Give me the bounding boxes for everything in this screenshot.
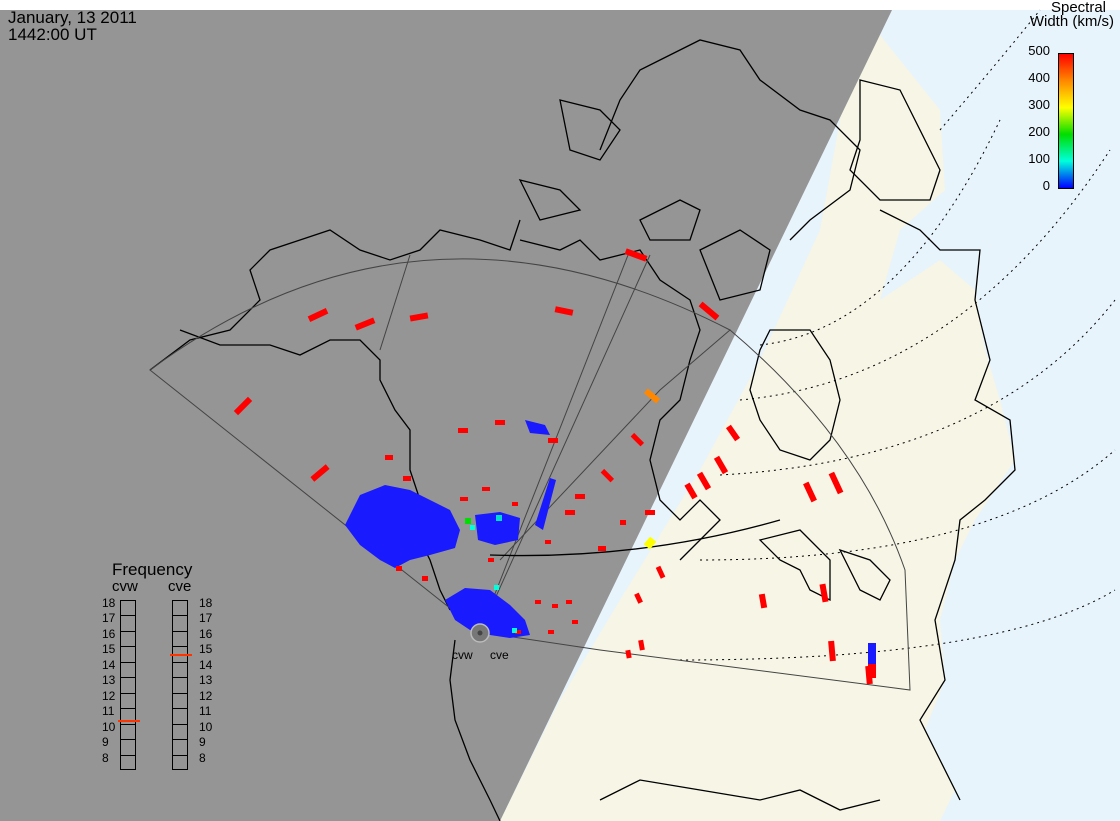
scatter-low-width [345, 420, 876, 665]
frequency-grid-line [173, 646, 187, 648]
radar-site-center [477, 630, 483, 636]
frequency-grid-line [173, 708, 187, 710]
frequency-grid-line [121, 723, 135, 725]
frequency-grid-line [173, 630, 187, 632]
colorbar-tick-label: 300 [1028, 97, 1050, 112]
frequency-scale-label: 14 [102, 657, 116, 672]
frequency-scale-label: 18 [102, 596, 116, 610]
inner-boundary-arc [489, 519, 781, 557]
frequency-grid-line [173, 754, 187, 756]
latitude-grid [679, 9, 1116, 661]
colorbar-tick-label: 500 [1028, 43, 1050, 58]
frequency-scale-label: 16 [199, 626, 213, 641]
radar-label-east: cve [490, 648, 509, 662]
frequency-grid-line [173, 677, 187, 679]
frequency-scale-label: 9 [102, 735, 109, 750]
colorbar-tick-label: 100 [1028, 151, 1050, 166]
top-strip [0, 0, 1120, 10]
frequency-scale-label: 8 [102, 750, 109, 765]
frequency-scale-label: 16 [102, 626, 116, 641]
night-side [0, 10, 892, 821]
frequency-scale-label: 12 [199, 688, 213, 703]
radar-label-west: cvw [452, 648, 473, 662]
frequency-grid-line [173, 723, 187, 725]
frequency-scale-label: 9 [199, 735, 206, 750]
frequency-grid-line [121, 692, 135, 694]
frequency-grid-line [121, 677, 135, 679]
frequency-indicator-cvw [118, 720, 140, 722]
frequency-grid-line [121, 754, 135, 756]
frequency-scale-label: 12 [102, 688, 116, 703]
scatter-high-width [233, 248, 873, 685]
frequency-column-cve [170, 600, 192, 770]
frequency-column-cvw [118, 600, 140, 770]
spectral-width-colorbar [1058, 53, 1074, 189]
frequency-scale-label: 10 [102, 719, 116, 734]
frequency-grid-line [173, 692, 187, 694]
frequency-label-cvw: cvw [112, 578, 138, 595]
frequency-grid-line [121, 661, 135, 663]
frequency-grid-line [173, 615, 187, 617]
frequency-scale-label: 8 [199, 750, 206, 765]
frequency-scale-label: 13 [102, 673, 116, 688]
colorbar-tick-label: 200 [1028, 124, 1050, 139]
frequency-scale-label: 18 [199, 596, 213, 610]
frequency-label-cve: cve [168, 578, 192, 595]
frequency-scale-label: 13 [199, 673, 213, 688]
scatter-mid-width [465, 388, 876, 678]
time-label: 1442:00 UT [8, 25, 97, 44]
frequency-scale-label: 11 [102, 704, 115, 719]
frequency-scale-label: 15 [102, 642, 116, 657]
date-label: January, 13 2011 [8, 8, 137, 27]
coastlines [149, 39, 1016, 821]
frequency-grid-line [173, 661, 187, 663]
colorbar-tick-label: 0 [1042, 178, 1050, 193]
frequency-scale-label: 15 [199, 642, 213, 657]
frequency-scale-label: 17 [199, 611, 213, 626]
frequency-scale-label: 11 [199, 704, 212, 719]
frequency-title: Frequency [112, 560, 193, 579]
frequency-grid-line [121, 739, 135, 741]
legend-title-line2: Width (km/s) [1029, 13, 1114, 30]
frequency-grid-line [173, 739, 187, 741]
frequency-scale-label: 17 [102, 611, 116, 626]
colorbar-tick-label: 400 [1028, 70, 1050, 85]
frequency-indicator-cve [170, 653, 192, 656]
frequency-scale-label: 10 [199, 719, 213, 734]
legend-title-line1: Spectral [1050, 0, 1106, 16]
frequency-grid-line [121, 630, 135, 632]
frequency-grid-line [121, 615, 135, 617]
frequency-scale-label: 14 [199, 657, 213, 672]
frequency-grid-line [121, 708, 135, 710]
frequency-grid-line [121, 646, 135, 648]
